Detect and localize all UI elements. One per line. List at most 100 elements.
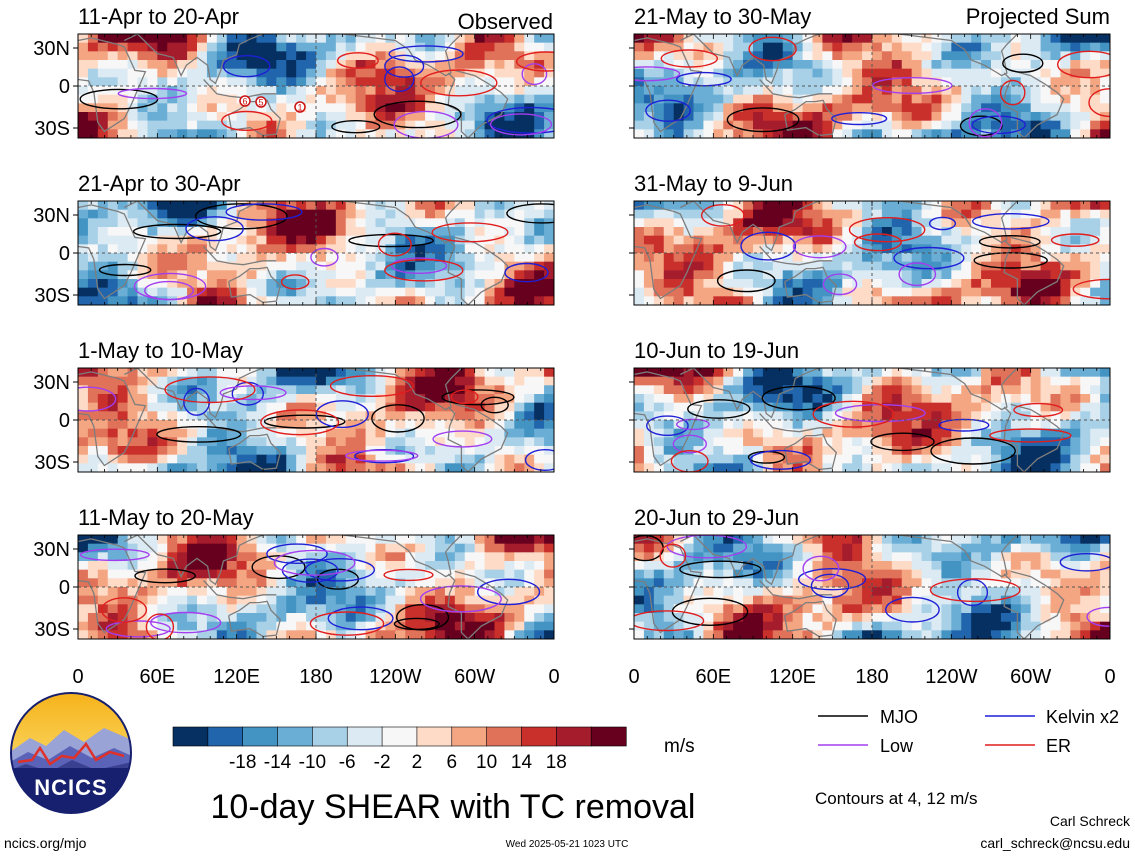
shear-cell [435, 420, 446, 429]
shear-cell [941, 253, 952, 262]
shear-cell [544, 262, 555, 271]
shear-cell [415, 552, 426, 561]
shear-cell [207, 129, 218, 138]
shear-cell [1041, 296, 1052, 305]
shear-cell [634, 69, 645, 78]
shear-cell [1011, 279, 1022, 288]
shear-cell [1090, 210, 1101, 219]
shear-cell [286, 385, 297, 394]
shear-cell [882, 60, 893, 69]
shear-cell [1060, 385, 1071, 394]
shear-cell [147, 429, 158, 438]
shear-cell [882, 262, 893, 271]
shear-cell [951, 420, 962, 429]
shear-cell [832, 218, 843, 227]
shear-cell [862, 429, 873, 438]
shear-cell [723, 34, 734, 43]
shear-cell [1021, 51, 1032, 60]
shear-cell [941, 129, 952, 138]
shear-cell [654, 77, 665, 86]
shear-cell [227, 43, 238, 52]
shear-cell [306, 296, 317, 305]
shear-cell [276, 34, 287, 43]
shear-cell [971, 288, 982, 297]
shear-cell [1100, 95, 1111, 104]
shear-cell [524, 587, 535, 596]
shear-cell [1021, 544, 1032, 553]
shear-cell [694, 121, 705, 130]
shear-cell [723, 244, 734, 253]
shear-cell [743, 385, 754, 394]
shear-cell [991, 288, 1002, 297]
shear-cell [138, 561, 149, 570]
shear-cell [684, 279, 695, 288]
shear-cell [862, 77, 873, 86]
shear-cell [991, 394, 1002, 403]
shear-cell [703, 112, 714, 121]
shear-cell [514, 86, 525, 95]
shear-cell [743, 368, 754, 377]
shear-cell [326, 279, 337, 288]
shear-cell [1070, 394, 1081, 403]
shear-cell [257, 561, 268, 570]
shear-cell [1051, 288, 1062, 297]
shear-cell [445, 296, 456, 305]
shear-cell [763, 429, 774, 438]
shear-cell [306, 552, 317, 561]
shear-cell [1100, 279, 1111, 288]
shear-cell [227, 288, 238, 297]
shear-cell [951, 253, 962, 262]
shear-cell [296, 77, 307, 86]
shear-cell [147, 544, 158, 553]
shear-cell [385, 544, 396, 553]
shear-cell [296, 262, 307, 271]
shear-cell [922, 60, 933, 69]
shear-cell [723, 446, 734, 455]
shear-cell [326, 296, 337, 305]
shear-cell [852, 210, 863, 219]
shear-cell [207, 446, 218, 455]
shear-cell [157, 244, 168, 253]
shear-cell [495, 561, 506, 570]
shear-cell [872, 535, 883, 544]
shear-cell [684, 244, 695, 253]
shear-cell [415, 95, 426, 104]
shear-cell [475, 288, 486, 297]
shear-cell [1070, 201, 1081, 210]
shear-cell [187, 253, 198, 262]
shear-cell [475, 270, 486, 279]
shear-cell [941, 95, 952, 104]
shear-cell [793, 429, 804, 438]
shear-cell [336, 270, 347, 279]
shear-cell [128, 288, 139, 297]
shear-cell [862, 279, 873, 288]
shear-cell [336, 613, 347, 622]
shear-cell [1080, 394, 1091, 403]
shear-cell [783, 377, 794, 386]
shear-cell [435, 377, 446, 386]
shear-cell [842, 552, 853, 561]
shear-cell [167, 201, 178, 210]
shear-cell [336, 86, 347, 95]
shear-cell [842, 279, 853, 288]
shear-cell [664, 103, 675, 112]
shear-cell [703, 43, 714, 52]
shear-cell [1031, 394, 1042, 403]
shear-cell [832, 420, 843, 429]
shear-cell [504, 455, 515, 464]
shear-cell [922, 544, 933, 553]
shear-cell [951, 288, 962, 297]
shear-cell [793, 86, 804, 95]
shear-cell [514, 463, 525, 472]
shear-cell [664, 296, 675, 305]
shear-cell [187, 51, 198, 60]
shear-cell [385, 201, 396, 210]
shear-cell [803, 43, 814, 52]
shear-cell [941, 121, 952, 130]
shear-cell [177, 288, 188, 297]
shear-cell [118, 535, 129, 544]
shear-cell [1051, 218, 1062, 227]
shear-cell [842, 69, 853, 78]
shear-cell [108, 279, 119, 288]
